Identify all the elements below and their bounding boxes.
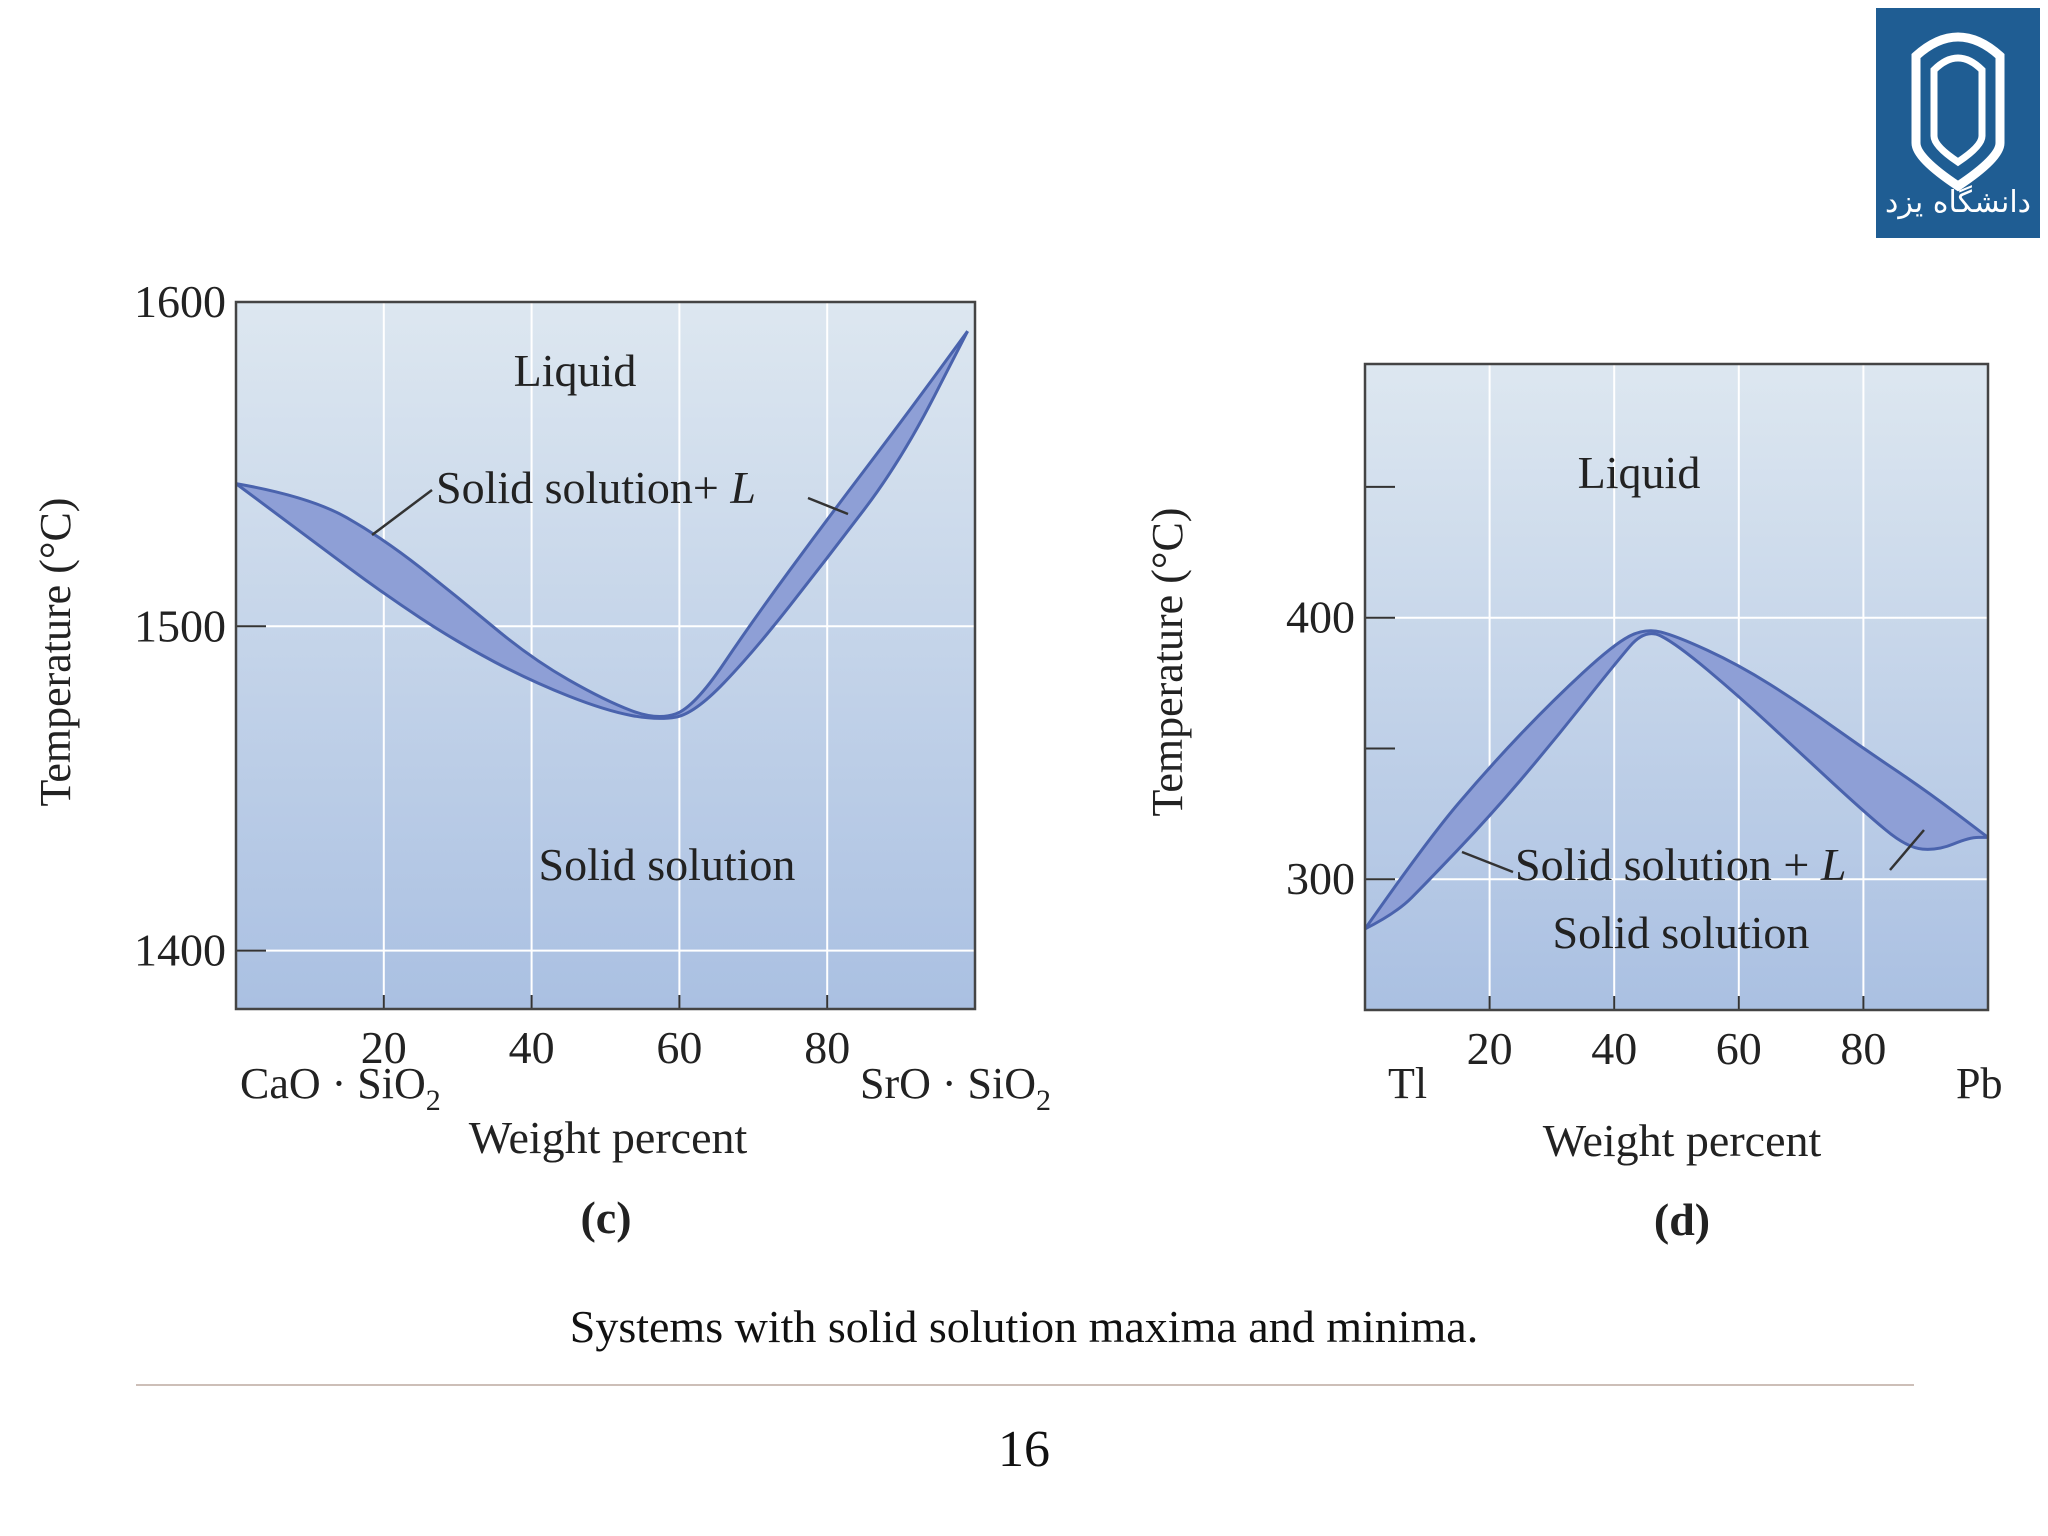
chart-d-region-two-phase-l: L <box>1820 839 1847 890</box>
phase-diagram-d: 20 40 60 80 300 400 Temperature (°C) Liquid S… <box>1143 362 2002 1245</box>
chart-c-region-two-phase: Solid solution+ L <box>436 462 756 513</box>
chart-c-xtick-label-40: 40 <box>509 1022 555 1073</box>
chart-d-xtick-label-40: 40 <box>1591 1023 1637 1074</box>
chart-d-panel-label: (d) <box>1654 1194 1710 1245</box>
chart-d-upper-curve <box>1363 629 1989 930</box>
logo-text: دانشگاه یزد <box>1884 185 2032 220</box>
chart-c-ytick-label-1600: 1600 <box>134 276 226 327</box>
chart-d-region-two-phase: Solid solution + L <box>1515 839 1846 890</box>
chart-c-right-component: SrO · SiO2 <box>860 1059 1051 1117</box>
chart-d-region-liquid: Liquid <box>1578 447 1701 498</box>
page-number: 16 <box>998 1421 1050 1478</box>
chart-c-ytick-label-1400: 1400 <box>134 925 226 976</box>
footer-divider <box>136 1384 1914 1386</box>
chart-c-xlabel: Weight percent <box>469 1112 748 1163</box>
chart-d-xtick-label-20: 20 <box>1467 1023 1513 1074</box>
chart-c-left-component: CaO · SiO2 <box>240 1059 441 1117</box>
chart-c-xtick-label-80: 80 <box>804 1022 850 1073</box>
chart-d-left-component: Tl <box>1388 1059 1427 1108</box>
chart-d-right-component: Pb <box>1956 1059 2002 1108</box>
chart-d-region-two-phase-text: Solid solution + <box>1515 839 1821 890</box>
chart-d-region-solid: Solid solution <box>1553 907 1810 958</box>
chart-c-frame <box>234 300 977 1011</box>
chart-c-left-component-base: CaO · SiO <box>240 1059 426 1108</box>
chart-d-two-phase-region <box>1365 630 1988 929</box>
chart-c-ylabel: Temperature (°C) <box>31 498 80 807</box>
chart-c-xtick-label-60: 60 <box>656 1022 702 1073</box>
chart-c-leader-right <box>807 496 849 516</box>
chart-c-ytick-label-1500: 1500 <box>134 600 226 651</box>
chart-d-xlabel: Weight percent <box>1543 1115 1822 1166</box>
chart-d-ytick-label-400: 400 <box>1286 592 1355 643</box>
chart-c-solidus-curve <box>235 330 969 720</box>
chart-c-right-component-sub: 2 <box>1036 1084 1051 1117</box>
university-emblem-icon <box>1911 32 2005 192</box>
chart-d-right-component-base: Pb <box>1956 1059 2002 1108</box>
chart-c-right-component-base: SrO · SiO <box>860 1059 1036 1108</box>
chart-c-plot-area <box>236 302 975 1009</box>
chart-c-xtick-label-20: 20 <box>361 1022 407 1073</box>
chart-d-left-component-base: Tl <box>1388 1059 1427 1108</box>
chart-c-region-two-phase-l: L <box>729 462 756 513</box>
chart-c-region-solid: Solid solution <box>539 839 796 890</box>
university-logo: دانشگاه یزد <box>1876 8 2040 238</box>
chart-d-xtick-label-60: 60 <box>1716 1023 1762 1074</box>
chart-d-lower-curve <box>1364 632 1988 931</box>
chart-d-leader-left <box>1461 850 1514 874</box>
chart-d-plot-area <box>1365 364 1988 1010</box>
chart-c-region-liquid: Liquid <box>514 345 637 396</box>
chart-d-leader-right <box>1889 829 1925 871</box>
chart-d-ylabel: Temperature (°C) <box>1143 508 1192 817</box>
chart-c-leader-left <box>371 489 433 536</box>
figure-caption: Systems with solid solution maxima and m… <box>569 1301 1479 1352</box>
chart-c-left-component-sub: 2 <box>426 1084 441 1117</box>
chart-c-panel-label: (c) <box>580 1192 631 1243</box>
chart-d-ytick-label-300: 300 <box>1286 853 1355 904</box>
chart-d-frame <box>1363 362 1990 1012</box>
chart-c-liquidus-curve <box>235 330 969 718</box>
phase-diagram-c: 20 40 60 80 1400 1500 1600 Temperature (°C) Li… <box>31 276 1051 1243</box>
chart-d-xtick-label-80: 80 <box>1840 1023 1886 1074</box>
chart-c-region-two-phase-text: Solid solution+ <box>436 462 730 513</box>
